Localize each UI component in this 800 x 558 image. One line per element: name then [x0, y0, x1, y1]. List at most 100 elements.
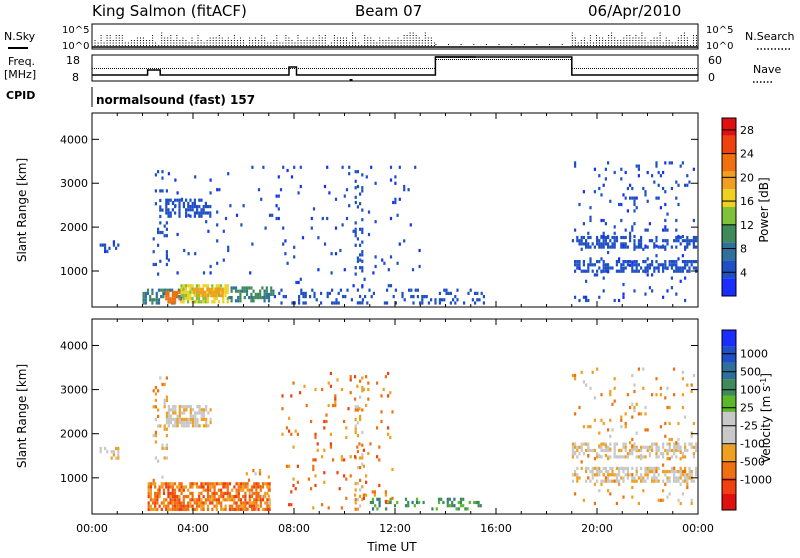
power-cell	[270, 289, 273, 293]
power-cell	[284, 239, 287, 243]
power-cell	[321, 216, 324, 221]
power-cell	[356, 256, 359, 260]
velocity-cell	[677, 479, 680, 483]
velocity-cell	[194, 414, 197, 418]
power-cell	[345, 188, 349, 192]
power-colorbar-swatch	[722, 242, 736, 261]
nsearch-dot	[403, 37, 405, 39]
velocity-cell	[169, 501, 172, 505]
velocity-cell	[673, 452, 676, 456]
nsearch-dot	[170, 40, 172, 41]
velocity-cell	[369, 500, 372, 505]
power-cell	[159, 221, 162, 225]
velocity-cell	[149, 488, 152, 492]
power-cell	[604, 167, 607, 171]
nave-dot	[292, 68, 293, 69]
velocity-cell	[653, 473, 656, 477]
power-cell	[626, 245, 629, 249]
power-cell	[596, 260, 599, 264]
nave-dot	[256, 68, 257, 69]
nave-dot	[496, 59, 497, 60]
velocity-cell	[651, 466, 654, 470]
velocity-cell	[684, 415, 687, 419]
nsearch-dot	[115, 42, 117, 44]
nsearch-dot	[626, 40, 628, 41]
velocity-cell	[690, 498, 693, 502]
nsearch-dot	[261, 40, 263, 41]
nave-dot	[350, 68, 351, 69]
power-cell	[585, 269, 588, 273]
velocity-cell	[387, 371, 390, 376]
nsearch-dot	[179, 40, 181, 41]
power-cell	[165, 297, 168, 301]
velocity-cell	[147, 485, 150, 489]
nsearch-dot	[403, 42, 405, 44]
nave-dot	[504, 59, 505, 60]
nsearch-dot	[164, 42, 166, 44]
power-cell	[664, 161, 667, 165]
nsearch-dot	[620, 45, 622, 46]
velocity-cell	[171, 507, 174, 511]
velocity-cell	[233, 498, 236, 502]
velocity-cell	[659, 393, 662, 397]
velocity-cell	[662, 469, 665, 474]
nsearch-dot	[635, 45, 637, 46]
nsearch-dot	[240, 37, 241, 39]
nave-dot	[508, 59, 509, 60]
velocity-cell	[367, 397, 370, 401]
nsearch-dot	[264, 40, 266, 41]
nsearch-dot	[653, 42, 655, 44]
power-cell	[178, 297, 181, 301]
power-cell	[191, 208, 194, 212]
power-cell	[633, 263, 636, 267]
velocity-cell	[585, 442, 588, 446]
nave-dot	[298, 68, 299, 69]
power-cell	[263, 296, 266, 300]
power-cell	[670, 186, 673, 191]
velocity-cell	[633, 447, 636, 451]
velocity-cell	[292, 483, 295, 488]
power-cell	[189, 214, 192, 218]
power-cell	[613, 239, 616, 243]
power-cell	[633, 260, 636, 264]
velocity-cell	[149, 482, 152, 486]
power-cell	[688, 180, 691, 184]
power-cell	[648, 222, 651, 226]
freq-unit-label: [MHz]	[4, 68, 36, 81]
velocity-cell	[162, 488, 166, 492]
nsearch-dot	[689, 45, 691, 46]
velocity-cell	[222, 485, 225, 489]
power-cell	[152, 237, 155, 241]
power-cell	[337, 301, 340, 305]
nsearch-dot	[571, 40, 573, 41]
power-cell	[668, 263, 671, 267]
velocity-cell	[622, 466, 625, 470]
nsearch-dot	[249, 45, 251, 46]
nsearch-dot	[641, 37, 643, 39]
nsearch-dot	[671, 45, 673, 46]
nave-dot	[688, 68, 689, 69]
power-cell	[165, 262, 168, 267]
power-cell	[179, 298, 183, 302]
power-cell	[692, 167, 695, 171]
velocity-cell	[159, 376, 162, 380]
nsearch-dot	[379, 45, 381, 46]
velocity-cell	[695, 445, 698, 449]
velocity-cell	[99, 446, 102, 451]
velocity-cell	[607, 479, 610, 483]
power-cell	[651, 263, 654, 267]
power-cell	[198, 214, 201, 218]
nsearch-dot	[252, 42, 254, 44]
power-cell	[217, 287, 220, 291]
power-cell	[692, 266, 695, 270]
velocity-cell	[615, 476, 618, 480]
nave-dot	[540, 59, 541, 60]
power-cell	[257, 188, 261, 192]
power-cell	[226, 290, 229, 294]
power-cell	[580, 247, 583, 251]
nave-dot	[224, 68, 225, 69]
velocity-cell	[173, 488, 177, 492]
velocity-cell	[213, 485, 216, 489]
velocity-cell	[266, 504, 269, 508]
nsearch-dot	[668, 45, 670, 46]
